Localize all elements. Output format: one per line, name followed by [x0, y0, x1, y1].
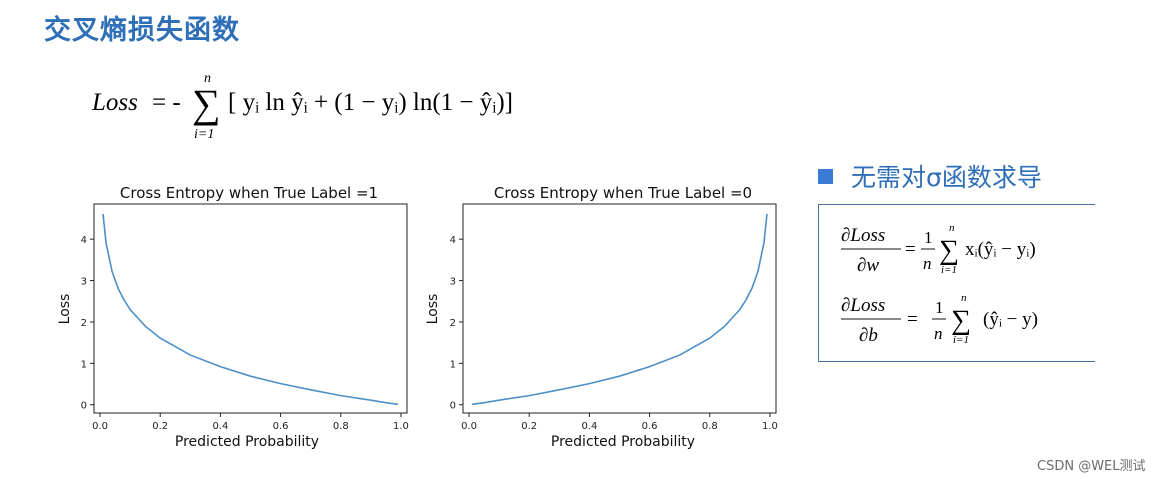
db-num: ∂Loss: [841, 295, 885, 316]
chart2-xtick-label-1: 0.2: [521, 421, 537, 432]
chart2-title: Cross Entropy when True Label =0: [494, 184, 752, 202]
gradient-formula-box: ∂Loss ∂w = 1 n n ∑ i=1 xᵢ(ŷᵢ − yᵢ) ∂Loss…: [818, 204, 1095, 362]
bullet-text: 无需对σ函数求导: [851, 163, 1042, 192]
chart2-ytick-label-4: 4: [450, 235, 456, 246]
chart1-title: Cross Entropy when True Label =1: [120, 184, 378, 202]
chart2-ytick-label-2: 2: [450, 318, 456, 329]
gradient-formulas: ∂Loss ∂w = 1 n n ∑ i=1 xᵢ(ŷᵢ − yᵢ) ∂Loss…: [841, 222, 1038, 346]
loss-lhs: Loss: [91, 89, 138, 116]
db-sum-upper: n: [961, 292, 967, 304]
db-sigma: ∑: [951, 305, 971, 336]
dw-coef-num: 1: [924, 228, 933, 247]
chart1-ytick-label-1: 1: [81, 359, 87, 370]
loss-eq: = -: [152, 89, 181, 116]
db-coef-den: n: [934, 324, 943, 343]
chart1-ticks: 0.0 0.2 0.4 0.6 0.8 1.0 0 1 2 3 4: [81, 235, 409, 432]
chart-label-0: Cross Entropy when True Label =0 0.0 0.2 0…: [425, 184, 778, 450]
chart2-line: [471, 213, 768, 406]
chart1-xtick-label-0: 0.0: [92, 421, 108, 432]
chart2-xtick-label-2: 0.4: [581, 421, 597, 432]
loss-sigma: ∑: [192, 81, 221, 126]
db-formula: ∂Loss ∂b = 1 n n ∑ i=1 (ŷᵢ − y): [841, 292, 1038, 346]
chart2-xtick-label-0: 0.0: [461, 421, 477, 432]
db-den: ∂b: [859, 325, 878, 346]
loss-sum-lower: i=1: [194, 127, 214, 142]
loss-sum-upper: n: [204, 71, 211, 86]
dw-den: ∂w: [857, 255, 879, 276]
chart2-xtick-label-3: 0.6: [642, 421, 658, 432]
chart1-ytick-label-2: 2: [81, 318, 87, 329]
chart1-xtick-label-4: 0.8: [333, 421, 349, 432]
dw-sum-upper: n: [949, 222, 955, 234]
chart2-ytick-label-1: 1: [450, 359, 456, 370]
loss-formula: Loss = - n ∑ i=1 [ yᵢ ln ŷᵢ + (1 − yᵢ) l…: [91, 71, 513, 142]
chart2-xtick-label-5: 1.0: [762, 421, 778, 432]
chart2-axes-frame: [462, 203, 777, 414]
dw-sigma: ∑: [939, 235, 959, 266]
db-eq: =: [907, 309, 918, 330]
loss-body: [ yᵢ ln ŷᵢ + (1 − yᵢ) ln(1 − ŷᵢ)]: [228, 89, 513, 116]
chart2-xlabel: Predicted Probability: [551, 434, 695, 450]
db-coef-num: 1: [935, 298, 944, 317]
bullet-square-icon: [818, 168, 833, 184]
dw-num: ∂Loss: [841, 225, 885, 246]
bullet-item: 无需对σ函数求导: [818, 158, 1042, 194]
chart1-ytick-label-3: 3: [81, 277, 87, 288]
chart1-ytick-label-4: 4: [81, 235, 87, 246]
dw-eq: =: [905, 239, 916, 260]
chart2-xtick-label-4: 0.8: [702, 421, 718, 432]
chart1-xlabel: Predicted Probability: [175, 434, 319, 450]
chart2-ytick-label-3: 3: [450, 277, 456, 288]
chart1-ytick-label-0: 0: [81, 401, 87, 412]
chart1-ylabel: Loss: [57, 294, 73, 325]
dw-sum-lower: i=1: [941, 264, 957, 276]
db-body: (ŷᵢ − y): [983, 309, 1038, 330]
chart1-xtick-label-5: 1.0: [393, 421, 409, 432]
watermark: CSDN @WEL测试: [1037, 459, 1146, 474]
chart2-ytick-label-0: 0: [450, 401, 456, 412]
chart1-xtick-label-1: 0.2: [152, 421, 168, 432]
db-sum-lower: i=1: [953, 334, 969, 346]
chart1-axes-frame: [93, 203, 408, 414]
chart1-xtick-label-2: 0.4: [212, 421, 228, 432]
dw-coef-den: n: [923, 254, 932, 273]
chart1-xtick-label-3: 0.6: [273, 421, 289, 432]
chart-label-1: Cross Entropy when True Label =1 0.0 0.2 0…: [57, 184, 409, 450]
chart2-ticks: 0.0 0.2 0.4 0.6 0.8 1.0 0 1 2 3 4: [450, 235, 778, 432]
chart1-line: [102, 213, 399, 406]
chart2-ylabel: Loss: [425, 294, 441, 325]
dw-formula: ∂Loss ∂w = 1 n n ∑ i=1 xᵢ(ŷᵢ − yᵢ): [841, 222, 1036, 276]
slide-title: 交叉熵损失函数: [44, 15, 240, 46]
dw-body: xᵢ(ŷᵢ − yᵢ): [965, 239, 1036, 260]
